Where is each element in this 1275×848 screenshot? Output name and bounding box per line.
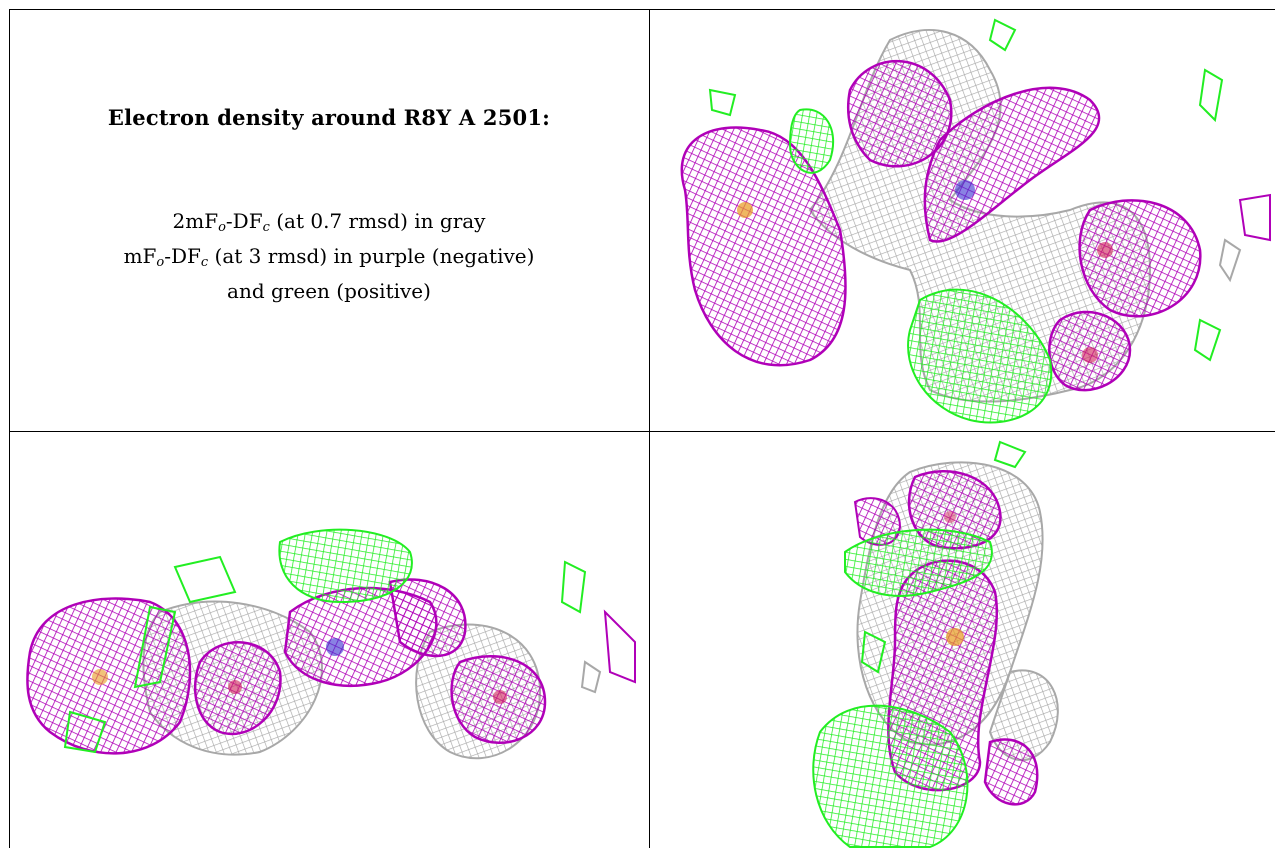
legend-line-gray-sub-o: o [218,220,226,235]
green-density-mesh [63,528,587,754]
green-density-mesh [708,18,1224,424]
center-divider [649,9,650,848]
legend-line-gray-suffix: (at 0.7 rmsd) in gray [269,209,486,233]
legend-line-diff-sub-o: o [156,255,165,270]
density-map-view-2 [26,528,636,760]
stray-mesh-fragments [1218,193,1271,283]
atom-markers [944,511,964,646]
legend-line-diff-sub-c: c [200,255,209,270]
legend-line-diff-mid: -DF [164,244,201,268]
purple-density-mesh [680,59,1202,392]
green-density-mesh [812,440,1027,848]
legend-line-gray: 2mFo-DFc (at 0.7 rmsd) in gray [9,207,649,242]
density-view-bottom-left [10,432,649,848]
figure-title: Electron density around R8Y A 2501: [107,105,551,130]
legend-line-gray-prefix: 2mF [172,209,219,233]
legend-description: 2mFo-DFc (at 0.7 rmsd) in gray mFo-DFc (… [9,207,649,306]
atom-markers [92,638,507,704]
middle-border [9,431,1275,432]
legend-line-diff-suffix: (at 3 rmsd) in purple (negative) [208,244,535,268]
density-map-view-1 [680,18,1271,424]
atom-markers [737,180,1113,363]
stray-mesh-fragments [580,609,636,694]
density-view-bottom-right [650,432,1275,848]
figure-grid: Electron density around R8Y A 2501: 2mFo… [9,9,1275,848]
top-border [9,9,1275,10]
legend-line-green: and green (positive) [227,279,431,303]
density-map-view-3 [812,440,1059,848]
legend-line-gray-sub-c: c [262,220,270,235]
legend-line-diff-prefix: mF [123,244,157,268]
caption-panel: Electron density around R8Y A 2501: 2mFo… [9,9,649,431]
legend-line-difference: mFo-DFc (at 3 rmsd) in purple (negative) [9,242,649,277]
density-view-top-right [650,10,1275,431]
legend-line-gray-mid: -DF [225,209,263,233]
left-border [9,9,10,848]
